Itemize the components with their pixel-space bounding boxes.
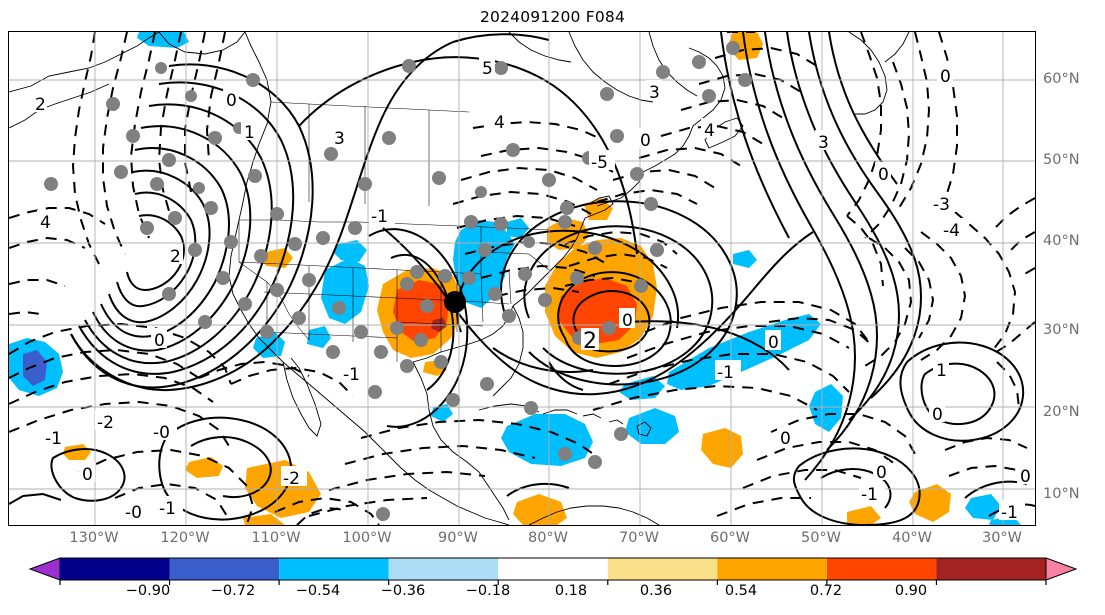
svg-text:0: 0 <box>932 405 943 425</box>
colorbar-tick-label: −0.90 <box>125 583 171 599</box>
lat-tick-label: 30°N <box>1043 322 1080 338</box>
lon-tick-label: 50°W <box>800 530 842 546</box>
svg-text:0: 0 <box>878 165 889 185</box>
svg-text:-1: -1 <box>717 363 734 383</box>
svg-text:-1: -1 <box>1001 503 1018 523</box>
colorbar-tick-label: 0.72 <box>809 583 843 599</box>
graticule-layer <box>9 32 1035 525</box>
svg-text:-4: -4 <box>943 221 960 241</box>
svg-text:2: 2 <box>35 95 46 115</box>
map-plot-area: 2 4 -2 -1 -0 0 -0 -1 2 1 3 -2 4 -5 3 4 0 <box>8 31 1036 526</box>
svg-text:0: 0 <box>82 465 93 485</box>
significance-stippling-layer <box>44 41 752 521</box>
svg-text:0: 0 <box>154 331 165 351</box>
colorbar-svg <box>28 557 1078 585</box>
svg-text:-1: -1 <box>343 365 360 385</box>
lon-tick-label: 100°W <box>342 530 392 546</box>
lon-tick-label: 80°W <box>527 530 569 546</box>
svg-text:-1: -1 <box>371 207 388 227</box>
lon-tick-label: 120°W <box>160 530 210 546</box>
svg-text:0: 0 <box>622 311 633 331</box>
contour-label-layer: 2 4 -2 -1 -0 0 -0 -1 2 1 3 -2 4 -5 3 4 0 <box>31 56 1033 523</box>
svg-text:-1: -1 <box>159 499 176 519</box>
svg-text:-2: -2 <box>97 413 114 433</box>
svg-text:3: 3 <box>818 133 829 153</box>
lat-tick-label: 20°N <box>1043 404 1080 420</box>
svg-text:0: 0 <box>768 333 779 353</box>
colorbar-tick-label: −0.18 <box>465 583 511 599</box>
lon-tick-label: 60°W <box>709 530 751 546</box>
colorbar-tick-label: −0.72 <box>210 583 256 599</box>
colorbar-ticks <box>59 580 1047 585</box>
lon-tick-label: 90°W <box>437 530 479 546</box>
colorbar-tick-label: 0.36 <box>639 583 673 599</box>
svg-text:-3: -3 <box>933 195 950 215</box>
svg-text:-0: -0 <box>153 423 170 443</box>
svg-text:-0: -0 <box>125 503 142 523</box>
svg-text:0: 0 <box>1020 467 1031 487</box>
colorbar-tick-label: 0.90 <box>894 583 928 599</box>
lon-tick-label: 110°W <box>251 530 301 546</box>
svg-text:1: 1 <box>936 361 947 381</box>
colorbar <box>8 556 1098 586</box>
svg-text:4: 4 <box>704 121 715 141</box>
svg-text:-1: -1 <box>861 485 878 505</box>
svg-text:-5: -5 <box>591 153 608 173</box>
lat-tick-label: 60°N <box>1043 71 1080 87</box>
lat-tick-label: 50°N <box>1043 152 1080 168</box>
storm-center-marker <box>444 291 466 313</box>
lon-tick-label: 30°W <box>981 530 1023 546</box>
colorbar-tick-label: 0.18 <box>554 583 588 599</box>
svg-text:-2: -2 <box>283 469 300 489</box>
svg-text:4: 4 <box>494 113 505 133</box>
svg-text:2: 2 <box>583 329 597 354</box>
lon-tick-label: 40°W <box>891 530 933 546</box>
colorbar-tick-label: 0.54 <box>724 583 758 599</box>
svg-text:0: 0 <box>940 67 951 87</box>
svg-text:0: 0 <box>780 429 791 449</box>
colorbar-cells <box>28 557 1078 581</box>
svg-text:0: 0 <box>640 131 651 151</box>
svg-text:5: 5 <box>482 59 493 79</box>
svg-text:0: 0 <box>876 463 887 483</box>
svg-text:4: 4 <box>40 213 51 233</box>
svg-text:1: 1 <box>244 123 255 143</box>
lon-tick-label: 130°W <box>69 530 119 546</box>
svg-text:2: 2 <box>170 247 181 267</box>
svg-text:3: 3 <box>334 129 345 149</box>
lat-tick-label: 40°N <box>1043 233 1080 249</box>
colorbar-tick-label: −0.36 <box>380 583 426 599</box>
svg-text:-1: -1 <box>45 429 62 449</box>
lat-tick-label: 10°N <box>1043 486 1080 502</box>
lon-tick-label: 70°W <box>618 530 660 546</box>
chart-title: 2024091200 F084 <box>479 8 626 26</box>
colorbar-tick-label: −0.54 <box>295 583 341 599</box>
map-svg: 2 4 -2 -1 -0 0 -0 -1 2 1 3 -2 4 -5 3 4 0 <box>9 32 1035 525</box>
svg-text:3: 3 <box>649 83 660 103</box>
svg-text:0: 0 <box>226 91 237 111</box>
